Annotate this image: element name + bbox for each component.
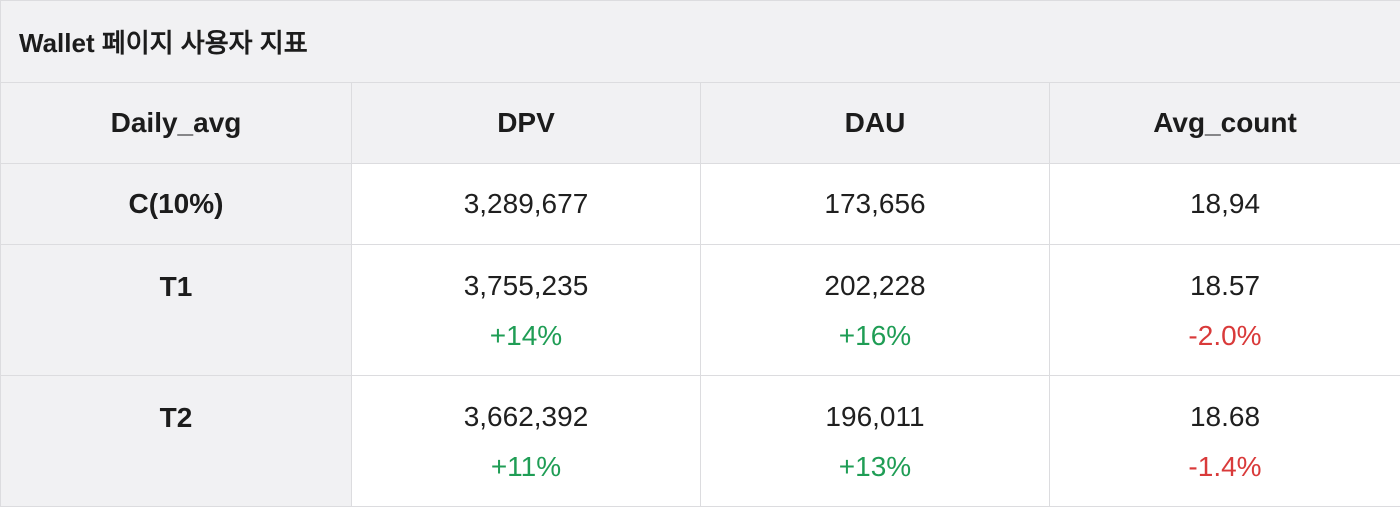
avg-cell-c: 18,94: [1048, 163, 1400, 245]
header-daily-avg: Daily_avg: [0, 82, 352, 164]
avg-change-t1: -2.0%: [1188, 320, 1262, 351]
table-row-t1: T1 3,755,235 +14% 202,228 +16% 18.57 -2.…: [0, 244, 1400, 376]
dau-cell-t1: 202,228 +16%: [700, 244, 1050, 376]
dau-change-t1: +16%: [838, 320, 912, 351]
dpv-cell-t1: 3,755,235 +14%: [351, 244, 701, 376]
table-row-c: C(10%) 3,289,677 173,656 18,94: [0, 163, 1400, 245]
table-header-row: Daily_avg DPV DAU Avg_count: [0, 82, 1400, 164]
dau-value-t2: 196,011: [825, 401, 925, 432]
avg-cell-t1: 18.57 -2.0%: [1048, 244, 1400, 376]
header-dpv: DPV: [351, 82, 701, 164]
header-dau: DAU: [700, 82, 1050, 164]
avg-value-t2: 18.68: [1189, 401, 1261, 432]
table-title: Wallet 페이지 사용자 지표: [19, 28, 308, 58]
dpv-value-t1: 3,755,235: [463, 270, 589, 301]
dpv-value-t2: 3,662,392: [463, 401, 589, 432]
avg-value-t1: 18.57: [1189, 270, 1261, 301]
row-label-t1: T1: [0, 244, 352, 376]
dpv-cell-c: 3,289,677: [351, 163, 701, 245]
dau-change-t2: +13%: [838, 451, 912, 482]
avg-change-t2: -1.4%: [1188, 451, 1262, 482]
dau-value-t1: 202,228: [824, 270, 926, 301]
table-row-t2: T2 3,662,392 +11% 196,011 +13% 18.68 -1.…: [0, 375, 1400, 507]
table-title-cell: Wallet 페이지 사용자 지표: [0, 0, 1400, 83]
dpv-change-t1: +14%: [489, 320, 563, 351]
table-title-row: Wallet 페이지 사용자 지표: [0, 0, 1400, 83]
header-avg-count: Avg_count: [1048, 82, 1400, 164]
dau-cell-c: 173,656: [700, 163, 1050, 245]
dpv-change-t2: +11%: [490, 451, 562, 482]
row-label-c: C(10%): [0, 163, 352, 245]
dpv-cell-t2: 3,662,392 +11%: [351, 375, 701, 507]
row-label-t2: T2: [0, 375, 352, 507]
avg-cell-t2: 18.68 -1.4%: [1048, 375, 1400, 507]
dau-cell-t2: 196,011 +13%: [700, 375, 1050, 507]
